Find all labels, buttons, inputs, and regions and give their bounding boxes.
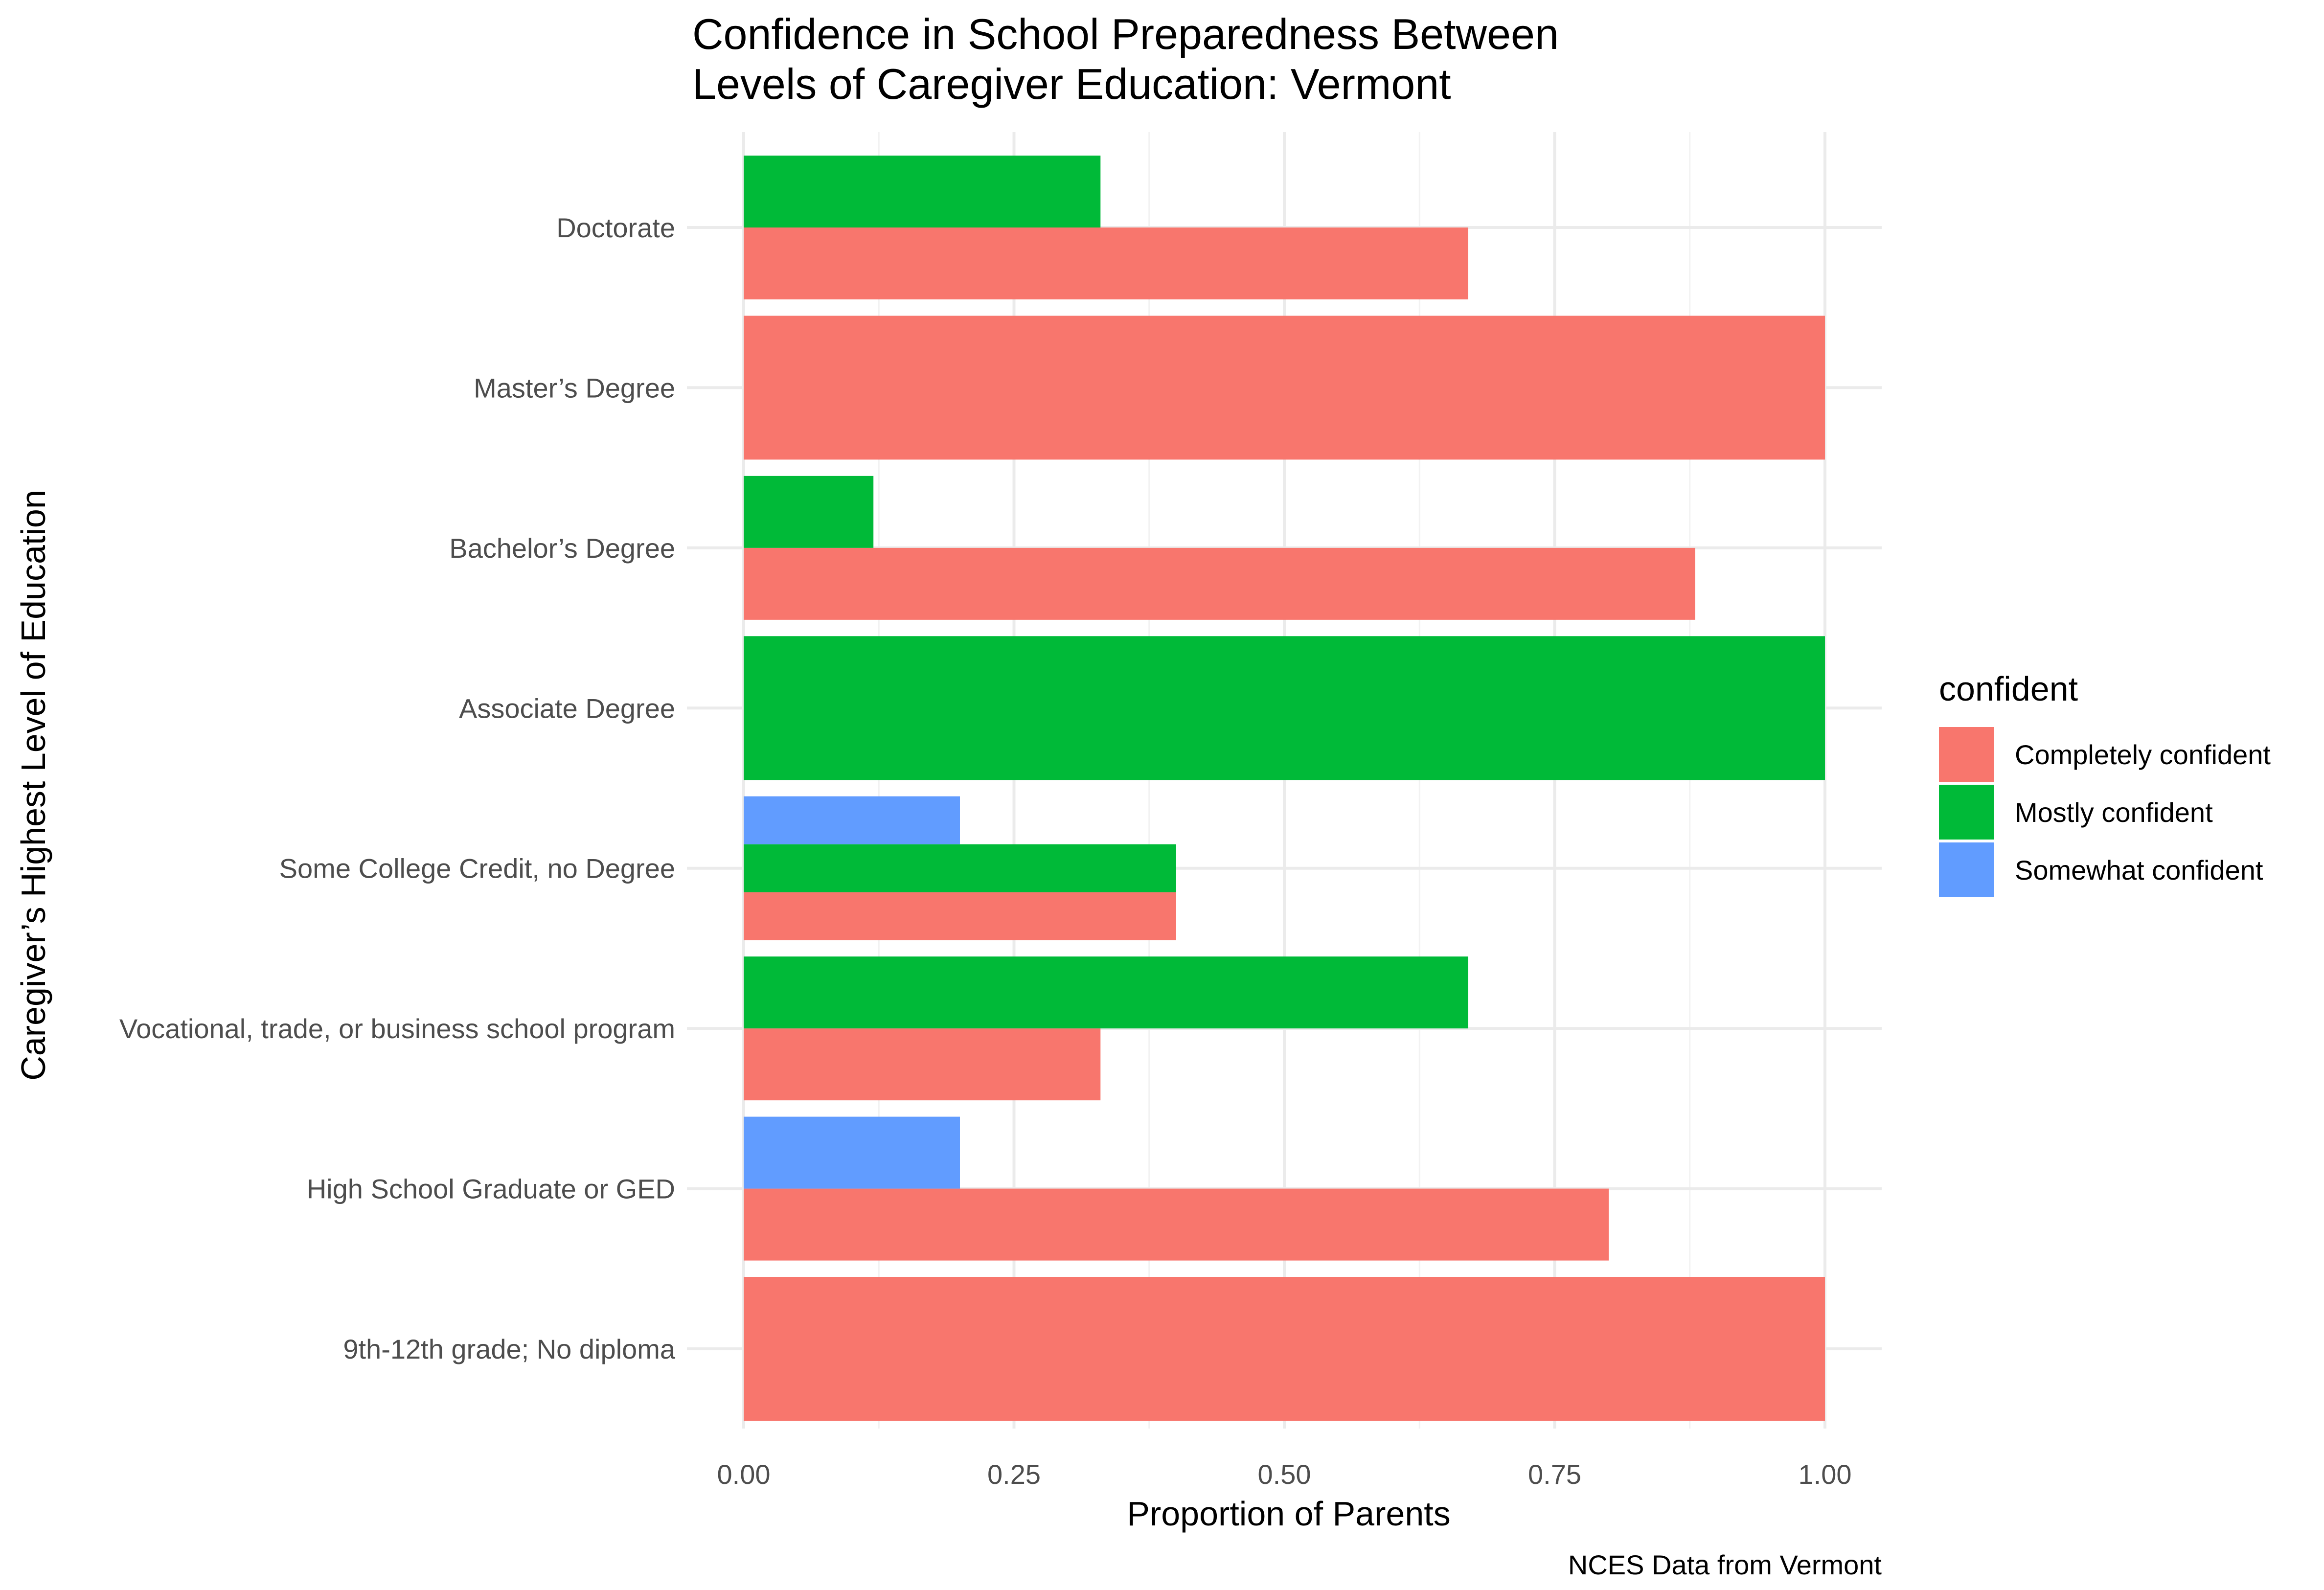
x-tick-label: 0.00	[717, 1459, 771, 1490]
bar-somewhat-confident	[744, 1116, 960, 1189]
bar-completely-confident	[744, 316, 1825, 460]
legend-key	[1939, 727, 1994, 782]
bar-mostly-confident	[744, 956, 1468, 1029]
chart-title-line-2: Levels of Caregiver Education: Vermont	[692, 60, 1451, 108]
bar-mostly-confident	[744, 156, 1101, 227]
x-tick-labels: 0.00 0.25 0.50 0.75 1.00	[717, 1459, 1852, 1490]
bar-mostly-confident	[744, 636, 1825, 780]
y-tick-label: 9th-12th grade; No diploma	[343, 1334, 676, 1364]
y-axis-title: Caregiver’s Highest Level of Education	[14, 490, 52, 1081]
legend-label: Somewhat confident	[2015, 855, 2263, 886]
bar-mostly-confident	[744, 844, 1176, 892]
bar-completely-confident	[744, 227, 1468, 299]
x-tick-label: 0.75	[1528, 1459, 1581, 1490]
y-tick-label: High School Graduate or GED	[307, 1174, 675, 1204]
y-tick-label: Master’s Degree	[474, 372, 675, 403]
bar-mostly-confident	[744, 476, 874, 548]
bars-layer	[744, 156, 1825, 1421]
legend-key	[1939, 842, 1994, 897]
y-tick-label: Vocational, trade, or business school pr…	[119, 1013, 675, 1044]
legend-label: Completely confident	[2015, 739, 2271, 770]
y-tick-label: Associate Degree	[459, 693, 675, 724]
bar-completely-confident	[744, 1028, 1101, 1101]
bar-completely-confident	[744, 892, 1176, 940]
x-tick-label: 1.00	[1799, 1459, 1852, 1490]
bar-completely-confident	[744, 1188, 1609, 1261]
bar-completely-confident	[744, 1277, 1825, 1421]
legend-label: Mostly confident	[2015, 797, 2213, 828]
y-tick-label: Some College Credit, no Degree	[279, 853, 675, 884]
y-tick-label: Bachelor’s Degree	[449, 533, 675, 564]
legend-title: confident	[1939, 670, 2078, 708]
x-tick-label: 0.25	[987, 1459, 1041, 1490]
legend: confident Completely confident Mostly con…	[1939, 670, 2271, 897]
caption: NCES Data from Vermont	[1568, 1549, 1882, 1580]
chart-title-line-1: Confidence in School Preparedness Betwee…	[692, 10, 1559, 58]
bar-completely-confident	[744, 547, 1695, 620]
x-tick-label: 0.50	[1258, 1459, 1311, 1490]
legend-key	[1939, 785, 1994, 840]
y-tick-labels: Doctorate Master’s Degree Bachelor’s Degre…	[119, 212, 676, 1364]
x-axis-title: Proportion of Parents	[1127, 1495, 1450, 1533]
bar-somewhat-confident	[744, 796, 960, 844]
y-tick-label: Doctorate	[556, 212, 675, 243]
